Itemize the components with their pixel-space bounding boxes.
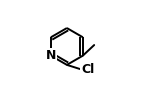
- Text: N: N: [46, 49, 56, 62]
- Text: Cl: Cl: [81, 63, 94, 76]
